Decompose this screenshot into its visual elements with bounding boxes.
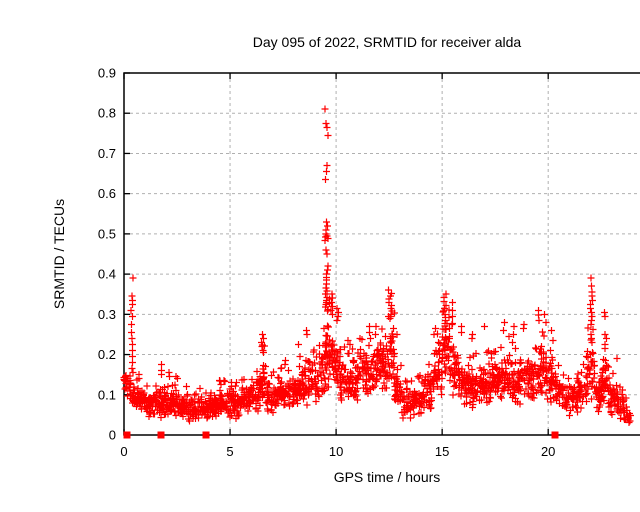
chart-title: Day 095 of 2022, SRMTID for receiver ald…: [253, 34, 522, 50]
x-tick-label: 10: [329, 444, 343, 459]
y-tick-label: 0.3: [98, 307, 116, 322]
x-axis-label: GPS time / hours: [334, 469, 441, 485]
y-tick-label: 0.5: [98, 226, 116, 241]
y-tick-label: 0.4: [98, 267, 116, 282]
y-tick-label: 0.8: [98, 106, 116, 121]
y-axis-label: SRMTID / TECUs: [51, 199, 67, 309]
y-tick-label: 0: [109, 428, 116, 443]
x-tick-label: 0: [120, 444, 127, 459]
x-tick-label: 20: [541, 444, 555, 459]
y-tick-label: 0.6: [98, 186, 116, 201]
srmtid-scatter-chart: Day 095 of 2022, SRMTID for receiver ald…: [40, 16, 640, 496]
y-tick-label: 0.1: [98, 387, 116, 402]
data-point-crosses: [120, 105, 634, 426]
y-tick-label: 0.7: [98, 146, 116, 161]
plot-border: [123, 72, 640, 436]
x-tick-label: 15: [435, 444, 449, 459]
scatter-points: [120, 105, 634, 439]
tick-labels: 0 0.1 0.2 0.3 0.4 0.5 0.6 0.7 0.8 0.9 0 5 10 15 20: [98, 66, 556, 460]
plot-canvas: Day 095 of 2022, SRMTID for receiver ald…: [51, 34, 640, 485]
y-tick-label: 0.9: [98, 66, 116, 81]
gridlines: [124, 73, 640, 435]
axis-ticks: [123, 72, 549, 436]
y-tick-label: 0.2: [98, 347, 116, 362]
x-tick-label: 5: [226, 444, 233, 459]
